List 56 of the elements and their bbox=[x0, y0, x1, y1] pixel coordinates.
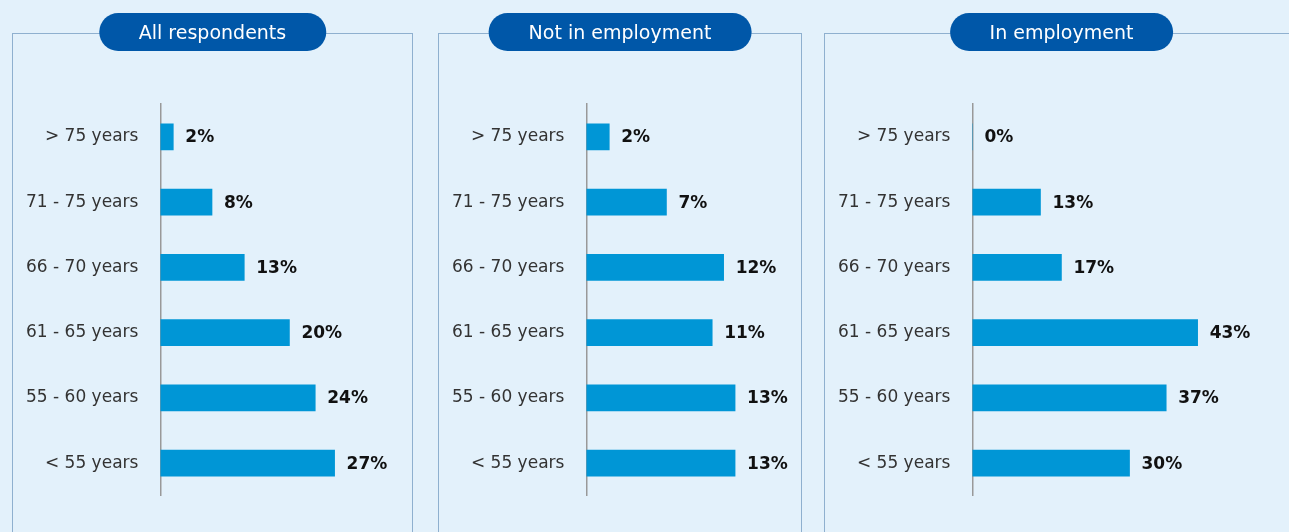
y-tick-label: 61 - 65 years bbox=[451, 321, 565, 342]
y-tick-label: 55 - 60 years bbox=[837, 386, 951, 407]
y-tick-label: 66 - 70 years bbox=[451, 255, 565, 276]
bar bbox=[160, 188, 213, 216]
bar bbox=[586, 123, 610, 151]
bar bbox=[160, 123, 174, 151]
bar bbox=[972, 384, 1167, 412]
bar bbox=[160, 319, 290, 346]
bar bbox=[160, 384, 316, 412]
data-label: 13% bbox=[747, 387, 788, 408]
y-tick-label: 71 - 75 years bbox=[451, 190, 565, 211]
bar bbox=[586, 384, 736, 412]
data-label: 7% bbox=[678, 191, 708, 212]
data-label: 0% bbox=[984, 126, 1014, 147]
y-tick-label: < 55 years bbox=[44, 451, 139, 472]
bar bbox=[972, 449, 1130, 477]
data-label: 12% bbox=[735, 256, 777, 277]
bar bbox=[972, 319, 1198, 346]
data-label: 2% bbox=[621, 126, 651, 147]
data-label: 8% bbox=[224, 191, 253, 212]
data-label: 24% bbox=[327, 387, 368, 408]
y-tick-label: 61 - 65 years bbox=[837, 321, 951, 342]
data-label: 13% bbox=[256, 256, 297, 277]
chart-title: Not in employment bbox=[488, 13, 752, 51]
data-label: 43% bbox=[1209, 322, 1251, 343]
chart-title: All respondents bbox=[98, 13, 327, 51]
y-tick-label: 55 - 60 years bbox=[451, 386, 565, 407]
y-tick-label: > 75 years bbox=[470, 125, 565, 146]
data-label: 2% bbox=[185, 126, 215, 147]
chart-title: In employment bbox=[949, 13, 1174, 51]
y-tick-label: < 55 years bbox=[856, 451, 951, 472]
y-tick-label: < 55 years bbox=[470, 451, 565, 472]
data-label: 13% bbox=[1052, 191, 1094, 212]
y-tick-label: 55 - 60 years bbox=[25, 386, 139, 407]
bar bbox=[586, 254, 724, 281]
y-tick-label: 66 - 70 years bbox=[837, 255, 951, 276]
bar bbox=[160, 254, 245, 281]
data-label: 37% bbox=[1178, 387, 1219, 408]
y-tick-label: 71 - 75 years bbox=[25, 190, 139, 211]
data-label: 17% bbox=[1073, 256, 1115, 277]
bar bbox=[972, 254, 1062, 281]
data-label: 30% bbox=[1141, 452, 1183, 473]
data-label: 20% bbox=[301, 322, 343, 343]
y-tick-label: 66 - 70 years bbox=[25, 255, 139, 276]
y-tick-label: > 75 years bbox=[44, 125, 139, 146]
bar bbox=[586, 449, 736, 477]
bar bbox=[586, 188, 667, 216]
y-tick-label: > 75 years bbox=[856, 125, 951, 146]
y-tick-label: 71 - 75 years bbox=[837, 190, 951, 211]
y-tick-label: 61 - 65 years bbox=[25, 321, 139, 342]
bar bbox=[586, 319, 713, 346]
data-label: 11% bbox=[724, 322, 765, 343]
bar bbox=[160, 449, 335, 477]
data-label: 13% bbox=[747, 452, 788, 473]
bar bbox=[972, 188, 1041, 216]
data-label: 27% bbox=[346, 452, 388, 473]
